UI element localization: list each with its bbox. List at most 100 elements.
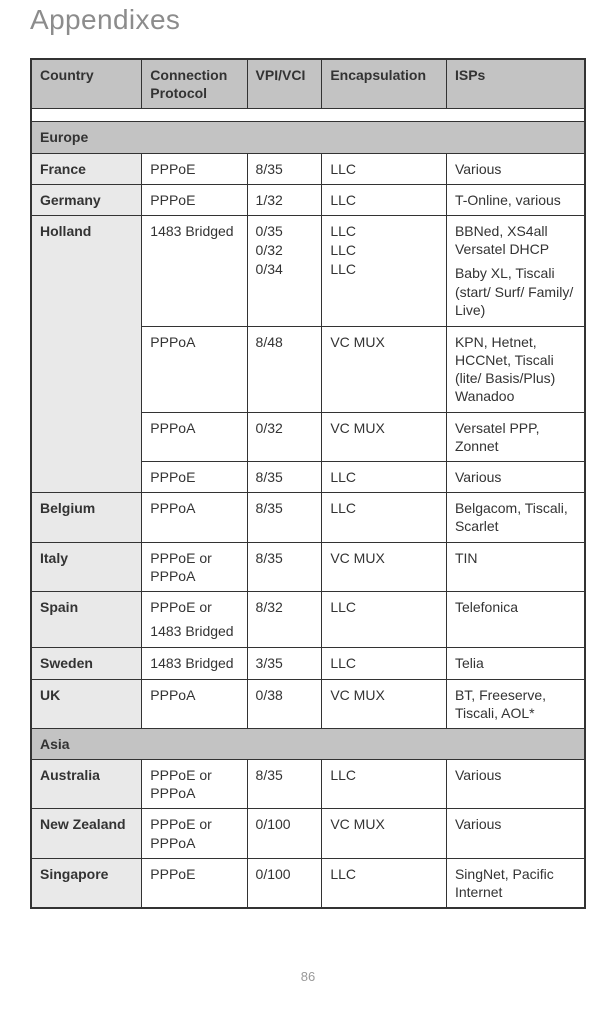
cell-encap: VC MUX <box>322 542 447 591</box>
cell-protocol: PPPoE <box>142 462 247 493</box>
col-header-encap: Encapsulation <box>322 59 447 109</box>
spacer-row <box>31 109 585 122</box>
cell-protocol: PPPoA <box>142 493 247 542</box>
cell-isp: BBNed, XS4all Versatel DHCP Baby XL, Tis… <box>446 215 585 326</box>
table-row: Belgium PPPoA 8/35 LLC Belgacom, Tiscali… <box>31 493 585 542</box>
col-header-country: Country <box>31 59 142 109</box>
cell-vpi: 8/35 <box>247 462 322 493</box>
table-row: New Zealand PPPoE or PPPoA 0/100 VC MUX … <box>31 809 585 858</box>
cell-protocol: PPPoE or PPPoA <box>142 760 247 809</box>
cell-vpi: 0/32 <box>247 412 322 461</box>
cell-country: Italy <box>31 542 142 591</box>
table-row: Italy PPPoE or PPPoA 8/35 VC MUX TIN <box>31 542 585 591</box>
cell-encap: VC MUX <box>322 326 447 412</box>
cell-protocol: PPPoE or PPPoA <box>142 542 247 591</box>
vpi-line: 0/34 <box>256 260 314 278</box>
encap-line: LLC <box>330 222 438 240</box>
cell-country: New Zealand <box>31 809 142 858</box>
col-header-vpi: VPI/VCI <box>247 59 322 109</box>
table-row: France PPPoE 8/35 LLC Various <box>31 153 585 184</box>
cell-vpi: 8/35 <box>247 153 322 184</box>
cell-vpi: 1/32 <box>247 184 322 215</box>
cell-country: Sweden <box>31 648 142 679</box>
cell-isp: KPN, Hetnet, HCCNet, Tiscali (lite/ Basi… <box>446 326 585 412</box>
cell-isp: BT, Freeserve, Tiscali, AOL* <box>446 679 585 728</box>
page-number: 86 <box>30 969 586 984</box>
cell-vpi: 0/100 <box>247 809 322 858</box>
cell-vpi: 8/32 <box>247 591 322 647</box>
cell-country: Singapore <box>31 858 142 908</box>
cell-protocol: PPPoE <box>142 184 247 215</box>
cell-encap: LLC <box>322 153 447 184</box>
cell-country: Germany <box>31 184 142 215</box>
cell-encap: VC MUX <box>322 679 447 728</box>
isp-line: Baby XL, Tiscali (start/ Surf/ Family/ L… <box>455 264 576 319</box>
table-row: Singapore PPPoE 0/100 LLC SingNet, Pacif… <box>31 858 585 908</box>
cell-isp: SingNet, Pacific Internet <box>446 858 585 908</box>
protocol-line: 1483 Bridged <box>150 622 238 640</box>
encap-line: LLC <box>330 260 438 278</box>
cell-vpi: 3/35 <box>247 648 322 679</box>
cell-encap: LLC <box>322 858 447 908</box>
cell-isp: Various <box>446 153 585 184</box>
spacer <box>150 617 238 621</box>
section-label: Asia <box>31 728 585 759</box>
cell-protocol: 1483 Bridged <box>142 648 247 679</box>
table-row: Germany PPPoE 1/32 LLC T-Online, various <box>31 184 585 215</box>
cell-encap: VC MUX <box>322 412 447 461</box>
cell-protocol: PPPoE <box>142 153 247 184</box>
cell-isp: Various <box>446 462 585 493</box>
spacer <box>455 259 576 263</box>
cell-isp: TIN <box>446 542 585 591</box>
page-title: Appendixes <box>30 0 586 36</box>
table-row: Holland 1483 Bridged 0/35 0/32 0/34 LLC … <box>31 215 585 326</box>
table-row: UK PPPoA 0/38 VC MUX BT, Freeserve, Tisc… <box>31 679 585 728</box>
cell-vpi: 8/35 <box>247 760 322 809</box>
cell-encap: LLC <box>322 648 447 679</box>
vpi-line: 0/35 <box>256 222 314 240</box>
cell-protocol: PPPoA <box>142 412 247 461</box>
cell-encap: LLC <box>322 462 447 493</box>
cell-country: Spain <box>31 591 142 647</box>
cell-vpi: 8/35 <box>247 542 322 591</box>
encap-line: LLC <box>330 241 438 259</box>
cell-encap: LLC LLC LLC <box>322 215 447 326</box>
cell-isp: Various <box>446 760 585 809</box>
table-header-row: Country Connection Protocol VPI/VCI Enca… <box>31 59 585 109</box>
table-row: Australia PPPoE or PPPoA 8/35 LLC Variou… <box>31 760 585 809</box>
cell-protocol: PPPoA <box>142 679 247 728</box>
cell-encap: LLC <box>322 591 447 647</box>
col-header-protocol: Connection Protocol <box>142 59 247 109</box>
page-container: Appendixes Country Connection Protocol V… <box>0 0 616 1004</box>
section-label: Europe <box>31 122 585 153</box>
cell-isp: Versatel PPP, Zonnet <box>446 412 585 461</box>
protocol-line: PPPoE or <box>150 598 238 616</box>
cell-protocol: 1483 Bridged <box>142 215 247 326</box>
cell-vpi: 8/48 <box>247 326 322 412</box>
cell-protocol: PPPoA <box>142 326 247 412</box>
table-row: Sweden 1483 Bridged 3/35 LLC Telia <box>31 648 585 679</box>
cell-vpi: 0/38 <box>247 679 322 728</box>
col-header-isp: ISPs <box>446 59 585 109</box>
cell-encap: LLC <box>322 760 447 809</box>
vpi-line: 0/32 <box>256 241 314 259</box>
cell-vpi: 8/35 <box>247 493 322 542</box>
isp-line: BBNed, XS4all Versatel DHCP <box>455 222 576 258</box>
table-row: Spain PPPoE or 1483 Bridged 8/32 LLC Tel… <box>31 591 585 647</box>
cell-vpi: 0/100 <box>247 858 322 908</box>
cell-country: UK <box>31 679 142 728</box>
cell-protocol: PPPoE or 1483 Bridged <box>142 591 247 647</box>
cell-protocol: PPPoE or PPPoA <box>142 809 247 858</box>
cell-encap: VC MUX <box>322 809 447 858</box>
cell-isp: Telefonica <box>446 591 585 647</box>
cell-country: France <box>31 153 142 184</box>
cell-encap: LLC <box>322 493 447 542</box>
section-row-asia: Asia <box>31 728 585 759</box>
cell-isp: Telia <box>446 648 585 679</box>
cell-isp: Belgacom, Tiscali, Scarlet <box>446 493 585 542</box>
cell-protocol: PPPoE <box>142 858 247 908</box>
cell-country: Australia <box>31 760 142 809</box>
isp-table: Country Connection Protocol VPI/VCI Enca… <box>30 58 586 909</box>
section-row-europe: Europe <box>31 122 585 153</box>
cell-country: Holland <box>31 215 142 492</box>
